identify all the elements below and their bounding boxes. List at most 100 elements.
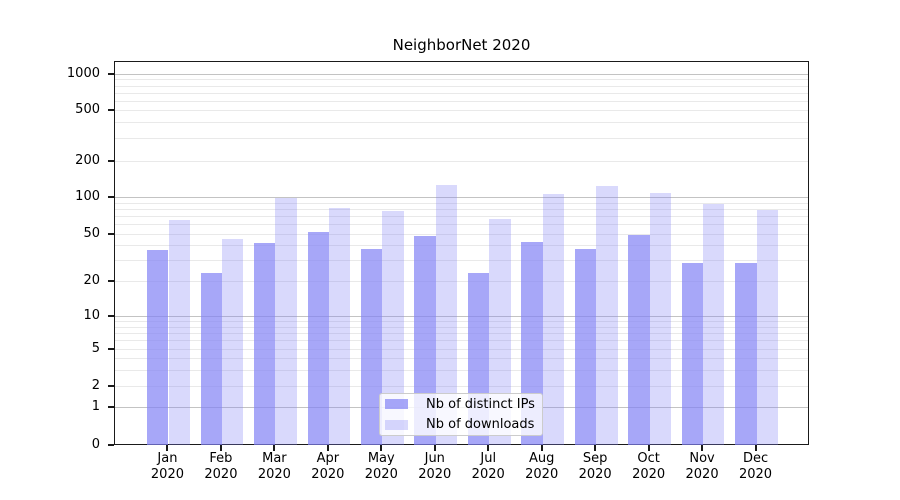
x-tick-label: Jan 2020: [150, 451, 184, 482]
minor-gridline: [115, 100, 808, 102]
minor-gridline: [115, 110, 808, 111]
bar-distinct-ips-jun: [414, 236, 436, 445]
y-tick-label: 5: [91, 341, 100, 356]
y-tick-label: 50: [83, 226, 100, 241]
x-tick-label: Jun 2020: [418, 451, 452, 482]
x-tick-label: Oct 2020: [632, 451, 666, 482]
major-gridline: [115, 197, 808, 198]
legend-swatch-downloads: [385, 419, 408, 430]
x-tick-mark: [701, 445, 704, 451]
minor-gridline: [115, 386, 808, 387]
y-tick-mark: [108, 196, 114, 198]
x-tick-label: Dec 2020: [738, 451, 773, 482]
bar-downloads-mar: [275, 198, 297, 445]
bar-downloads-dec: [756, 209, 778, 445]
y-tick-mark: [108, 315, 114, 317]
minor-gridline: [115, 161, 808, 162]
legend-row-downloads: Nb of downloads: [385, 415, 542, 435]
bar-distinct-ips-jan: [147, 250, 169, 445]
bar-distinct-ips-sep: [574, 249, 597, 445]
major-gridline: [115, 74, 808, 75]
bar-downloads-sep: [596, 186, 618, 445]
x-tick-mark: [219, 445, 222, 451]
minor-gridline: [115, 79, 808, 81]
minor-gridline: [115, 260, 808, 262]
minor-gridline: [115, 340, 808, 342]
x-tick-label: May 2020: [364, 451, 398, 482]
minor-gridline: [115, 369, 808, 371]
minor-gridline: [115, 138, 808, 140]
x-tick-label: Jul 2020: [471, 451, 505, 482]
minor-gridline: [115, 321, 808, 323]
chart-title: NeighborNet 2020: [392, 36, 531, 54]
minor-gridline: [115, 216, 808, 218]
y-tick-mark: [108, 348, 114, 350]
x-tick-mark: [594, 445, 597, 451]
y-tick-mark: [108, 444, 114, 446]
y-tick-label: 200: [75, 153, 100, 168]
major-gridline: [115, 316, 808, 317]
plot-area: [114, 61, 809, 445]
minor-gridline: [115, 92, 808, 94]
minor-gridline: [115, 85, 808, 87]
legend: Nb of distinct IPs Nb of downloads: [379, 393, 543, 436]
x-tick-label: Mar 2020: [257, 451, 291, 482]
minor-gridline: [115, 349, 808, 350]
y-tick-label: 10: [83, 308, 100, 323]
bar-distinct-ips-oct: [628, 235, 650, 445]
y-tick-mark: [108, 233, 114, 235]
x-tick-mark: [647, 445, 650, 451]
bar-distinct-ips-nov: [681, 262, 704, 445]
bar-downloads-nov: [703, 203, 725, 445]
y-tick-mark: [108, 280, 114, 282]
y-tick-mark: [108, 160, 114, 162]
bar-downloads-feb: [221, 239, 244, 445]
y-tick-mark: [108, 109, 114, 111]
x-tick-label: Sep 2020: [578, 451, 612, 482]
x-tick-mark: [166, 445, 169, 451]
x-tick-mark: [273, 445, 276, 451]
bar-downloads-jul: [489, 219, 511, 445]
bar-downloads-jan: [168, 220, 190, 445]
x-tick-mark: [487, 445, 490, 451]
x-tick-mark: [540, 445, 543, 451]
bar-distinct-ips-dec: [735, 262, 757, 445]
bar-downloads-jun: [435, 185, 458, 445]
y-tick-label: 2: [91, 378, 100, 393]
legend-label-distinct-ips: Nb of distinct IPs: [426, 396, 535, 412]
x-tick-label: Feb 2020: [204, 451, 238, 482]
bar-downloads-aug: [542, 194, 565, 445]
y-tick-mark: [108, 73, 114, 75]
x-tick-mark: [380, 445, 383, 451]
bar-distinct-ips-apr: [307, 231, 329, 445]
bar-distinct-ips-feb: [200, 272, 222, 445]
legend-swatch-distinct-ips: [385, 399, 408, 410]
minor-gridline: [115, 245, 808, 247]
y-tick-label: 500: [75, 102, 100, 117]
minor-gridline: [115, 202, 808, 204]
y-tick-label: 1: [91, 399, 100, 414]
x-tick-label: Nov 2020: [685, 451, 719, 482]
x-tick-mark: [754, 445, 757, 451]
bar-downloads-may: [382, 211, 404, 445]
y-tick-label: 1000: [66, 66, 100, 81]
y-tick-label: 100: [75, 189, 100, 204]
minor-gridline: [115, 326, 808, 328]
bar-downloads-apr: [328, 207, 351, 445]
minor-gridline: [115, 208, 808, 210]
y-tick-mark: [108, 406, 114, 408]
minor-gridline: [115, 224, 808, 226]
bar-downloads-oct: [649, 193, 671, 445]
bar-distinct-ips-mar: [254, 242, 276, 445]
x-tick-label: Apr 2020: [311, 451, 345, 482]
minor-gridline: [115, 332, 808, 334]
y-tick-label: 0: [91, 437, 100, 452]
minor-gridline: [115, 358, 808, 359]
x-tick-label: Aug 2020: [525, 451, 559, 482]
y-tick-label: 20: [83, 273, 100, 288]
x-tick-mark: [326, 445, 329, 451]
x-tick-mark: [433, 445, 436, 451]
minor-gridline: [115, 234, 808, 235]
minor-gridline: [115, 122, 808, 124]
